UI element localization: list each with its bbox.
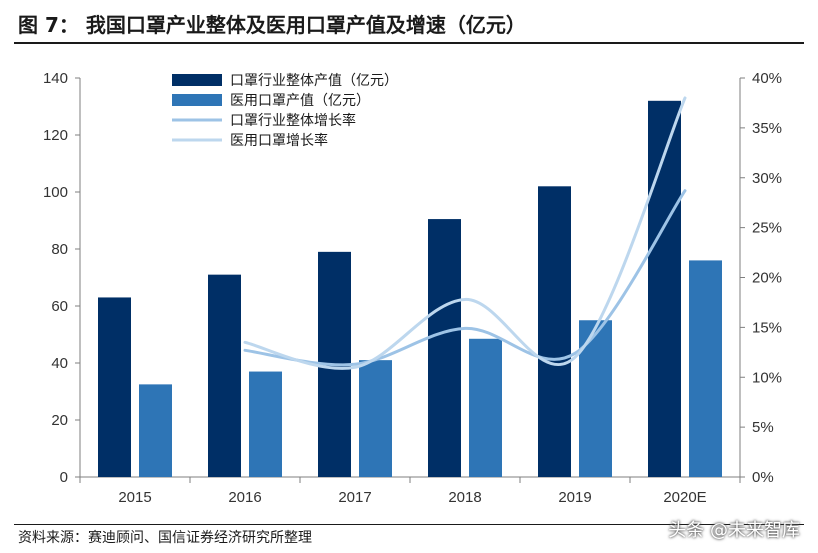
medical-bar bbox=[579, 320, 612, 477]
legend-swatch bbox=[172, 74, 222, 86]
right-tick-label: 5% bbox=[752, 419, 774, 436]
title-divider bbox=[14, 42, 804, 44]
x-tick-label: 2016 bbox=[228, 489, 261, 506]
industry-bar bbox=[208, 274, 241, 477]
industry-bar bbox=[98, 297, 131, 477]
x-tick-label: 2017 bbox=[338, 489, 371, 506]
legend-label: 口罩行业整体增长率 bbox=[230, 112, 356, 129]
right-tick-label: 40% bbox=[752, 70, 782, 87]
x-tick-label: 2020E bbox=[663, 489, 706, 506]
left-tick-label: 20 bbox=[51, 412, 68, 429]
medical-bar bbox=[469, 338, 502, 477]
figure-title: 图 7： 我国口罩产业整体及医用口罩产值及增速（亿元） bbox=[18, 13, 526, 37]
medical-bar bbox=[139, 384, 172, 477]
x-tick-label: 2018 bbox=[448, 489, 481, 506]
left-tick-label: 80 bbox=[51, 241, 68, 258]
x-tick-label: 2019 bbox=[558, 489, 591, 506]
combo-chart: 0 20 40 60 80 100 120 140 0% 5% 10% 15% 20% 25% 30% 35%… bbox=[43, 70, 782, 506]
legend-label: 医用口罩产值（亿元） bbox=[230, 93, 370, 109]
watermark: 头条 @未来智库 bbox=[668, 520, 800, 541]
legend-label: 口罩行业整体产值（亿元） bbox=[230, 73, 398, 89]
right-tick-label: 25% bbox=[752, 220, 782, 237]
right-tick-label: 35% bbox=[752, 120, 782, 137]
left-tick-label: 60 bbox=[51, 298, 68, 315]
right-tick-label: 10% bbox=[752, 369, 782, 386]
industry-growth-line bbox=[243, 189, 687, 367]
source-note: 资料来源：赛迪顾问、国信证券经济研究所整理 bbox=[18, 530, 312, 546]
source-divider bbox=[14, 524, 804, 525]
legend-swatch bbox=[172, 94, 222, 106]
left-tick-label: 0 bbox=[60, 469, 68, 486]
right-tick-label: 20% bbox=[752, 270, 782, 287]
medical-bar bbox=[359, 360, 392, 477]
medical-growth-line bbox=[243, 96, 687, 370]
industry-bar bbox=[538, 186, 571, 478]
right-tick-label: 30% bbox=[752, 170, 782, 187]
x-tick-label: 2015 bbox=[118, 489, 151, 506]
left-tick-label: 40 bbox=[51, 355, 68, 372]
figure-header: 图 7： 我国口罩产业整体及医用口罩产值及增速（亿元） bbox=[0, 0, 818, 44]
medical-bar bbox=[689, 260, 722, 477]
right-tick-label: 15% bbox=[752, 319, 782, 336]
medical-bar bbox=[249, 371, 282, 477]
industry-bar bbox=[648, 100, 681, 478]
left-tick-label: 140 bbox=[43, 70, 68, 87]
industry-bar bbox=[428, 219, 461, 477]
right-tick-label: 0% bbox=[752, 469, 774, 486]
left-tick-label: 100 bbox=[43, 184, 68, 201]
left-tick-label: 120 bbox=[43, 127, 68, 144]
legend-label: 医用口罩增长率 bbox=[230, 132, 328, 149]
